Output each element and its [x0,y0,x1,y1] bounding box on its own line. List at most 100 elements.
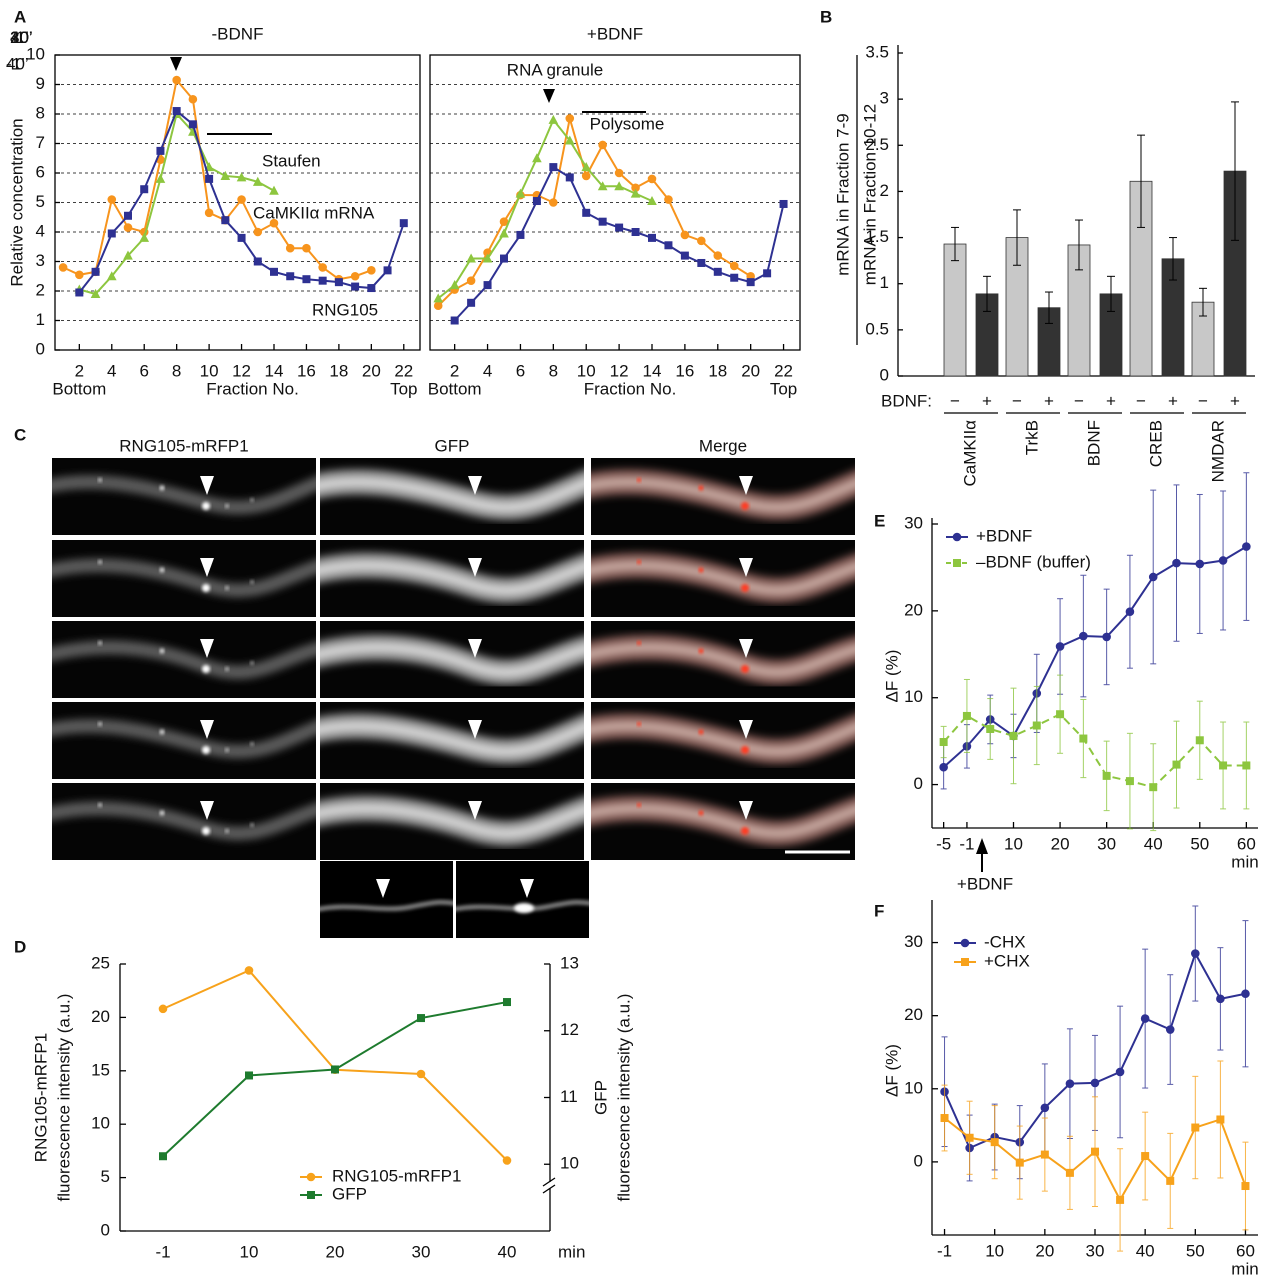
arrowhead [739,720,753,739]
dendrite-core [320,720,584,757]
data-point [1195,559,1205,569]
dendrite-core [591,720,855,757]
data-point [307,1191,315,1199]
data-point [1055,642,1065,651]
data-point [204,208,214,218]
x-tick-label: 12 [610,361,629,380]
series-line [62,77,372,281]
data-point [549,198,558,207]
x-end-label: Top [770,379,797,398]
x-tick-label: 30 [412,1242,431,1261]
y-tick-label: 2 [880,181,889,200]
data-point [965,1133,974,1142]
micrograph [52,783,316,860]
x-tick-label: TrkB [1022,420,1041,455]
legend-label: –BDNF (buffer) [976,552,1091,571]
granule [698,729,704,735]
micrograph [591,783,855,860]
y-tick-label: 8 [36,103,45,122]
data-point [648,233,656,242]
y-axis-label: ΔF (%) [882,650,901,703]
y-tick-label: 0 [880,365,889,384]
y-tick-label: 4 [36,221,45,240]
data-point [155,173,166,183]
granule [514,903,534,913]
data-point [630,188,641,198]
data-point [1065,1079,1075,1088]
arrowhead [468,639,482,658]
series-line [942,545,1247,768]
data-point [697,236,706,246]
micrograph [52,458,316,535]
column-header: RNG105-mRFP1 [119,436,248,455]
x-tick-label: 50 [1190,834,1209,853]
x-tick-label: 10 [1004,834,1023,853]
axis-break [542,1184,556,1194]
micrograph [591,540,855,617]
data-point [1125,777,1134,786]
granule [202,827,210,835]
x-tick-label: 30 [1097,834,1116,853]
micrograph-bg [320,861,453,938]
data-point [236,172,247,182]
data-point [58,263,68,272]
x-tick-label: NMDAR [1208,420,1227,482]
series-label: RNG105 [312,300,378,319]
data-point [221,216,230,225]
data-point [467,298,476,307]
error-bar [1107,275,1115,312]
series-line [162,1001,508,1157]
x-tick-label: -1 [959,834,974,853]
y-tick-label: 1 [36,310,45,329]
granule [637,478,641,482]
data-point [1241,1182,1250,1191]
data-point [245,1071,253,1080]
data-point [1219,761,1228,770]
data-point [962,711,971,720]
x-tick-label: 6 [139,361,148,380]
data-point [433,293,444,303]
data-point [1191,1123,1200,1132]
x-tick-label: 20 [1035,1241,1054,1260]
data-point [1166,1176,1175,1185]
granule [98,803,102,807]
x-tick-label: 10 [240,1242,259,1261]
granule [98,560,102,564]
granule [698,567,704,573]
y-axis-label: GFP [591,1080,610,1115]
x-tick-label: -1 [937,1241,952,1260]
x-tick-label: 6 [516,361,525,380]
granule [202,746,210,754]
arrowhead [200,639,214,658]
x-tick-label: 60 [1237,834,1256,853]
x-tick-label: 16 [297,361,316,380]
data-point [961,958,969,966]
data-point [697,258,706,267]
y-axis-label: ΔF (%) [882,1044,901,1097]
data-point [502,1156,512,1165]
data-point [1065,1168,1074,1177]
annotation: Polysome [590,114,665,133]
data-point [549,163,558,172]
data-point [237,233,246,242]
x-axis-label: min [558,1242,585,1261]
x-tick-label: 16 [675,361,694,380]
data-point [205,174,214,183]
micrograph-inset [456,861,589,938]
axis-break [542,1177,556,1187]
data-point [1079,631,1088,641]
x-tick-label: -5 [936,834,951,853]
data-point [952,532,962,542]
arrowhead [468,476,482,495]
data-point [188,120,197,129]
x-end-label: Top [390,379,417,398]
series-line [437,117,653,300]
chart-title: -BDNF [212,24,264,43]
granule [741,746,749,754]
data-point [351,282,360,291]
dendrite-core [320,560,584,596]
dendrite [52,474,316,515]
x-tick-label: 4 [483,361,492,380]
y-axis-label: RNG105-mRFP1 [31,1033,50,1162]
data-point [565,114,575,123]
